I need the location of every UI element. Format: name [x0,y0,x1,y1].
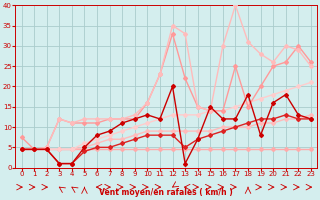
X-axis label: Vent moyen/en rafales ( km/h ): Vent moyen/en rafales ( km/h ) [100,188,233,197]
